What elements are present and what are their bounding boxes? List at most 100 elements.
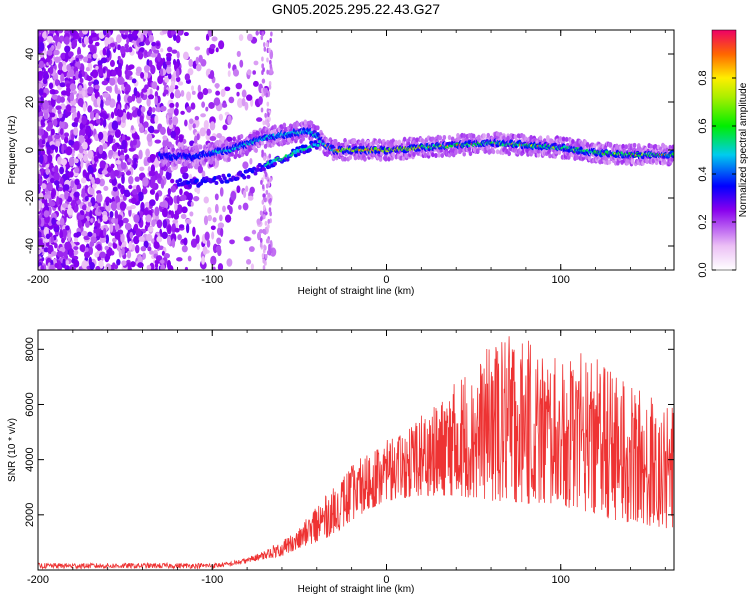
spectrogram-point <box>150 189 155 195</box>
spectrogram-point <box>61 144 64 154</box>
spectrogram-point <box>159 202 165 207</box>
spectrogram-point <box>69 157 75 167</box>
spectrogram-point <box>37 174 41 179</box>
spectrogram-point <box>188 256 192 262</box>
spectrogram-point <box>66 105 70 112</box>
spectrogram-point <box>262 253 265 258</box>
spectrogram-point <box>204 197 209 204</box>
spectrogram-point <box>424 153 428 158</box>
spectrogram-point <box>133 214 139 223</box>
spectrogram-point <box>211 225 216 230</box>
spectrogram-point <box>166 53 172 58</box>
spectrogram-point <box>78 98 84 107</box>
spectrogram-point <box>103 228 106 237</box>
spectrogram-point <box>220 228 223 237</box>
spectrogram-point <box>64 242 70 250</box>
spectrogram-point <box>249 158 252 165</box>
spectrogram-point <box>203 88 209 95</box>
spectrogram-point <box>150 89 153 96</box>
spectrogram-point <box>131 125 134 130</box>
spectrogram-point <box>252 230 256 235</box>
spectrogram-point <box>116 34 122 43</box>
spectrogram-point <box>261 150 264 155</box>
spectrogram-point <box>124 191 130 197</box>
spectrogram-point <box>147 133 153 142</box>
colorbar-tick-label: 0.2 <box>697 214 709 229</box>
spectrogram-point <box>144 84 149 89</box>
spectrogram-point <box>248 196 254 201</box>
spectrogram-point <box>145 148 150 156</box>
spectrogram-point <box>210 44 216 49</box>
spectrogram-point <box>192 227 196 237</box>
spectrogram-point <box>132 110 138 117</box>
spectrogram-point <box>83 56 88 62</box>
spectrogram-point <box>121 174 125 184</box>
spectrogram-point <box>267 219 270 224</box>
spectrogram-point <box>262 184 265 189</box>
spectrogram-point <box>266 122 269 127</box>
spectrogram-point <box>391 152 395 157</box>
spectrogram-point <box>222 206 226 213</box>
spectrogram-point <box>224 86 230 91</box>
spectrogram-xtick-label: -100 <box>201 274 223 286</box>
spectrogram-point <box>316 125 320 130</box>
spectrogram-point <box>95 42 100 46</box>
spectrogram-point <box>162 140 167 147</box>
spectrogram-point <box>111 201 117 211</box>
spectrogram-point <box>228 70 231 77</box>
spectrogram-point <box>142 177 149 187</box>
spectrogram-point <box>242 90 247 98</box>
spectrogram-point <box>593 143 597 148</box>
spectrogram-point <box>141 246 147 251</box>
spectrogram-point <box>260 180 263 185</box>
spectrogram-ytick-label: 40 <box>24 48 36 60</box>
spectrogram-point <box>149 250 154 254</box>
spectrogram-point <box>267 250 270 255</box>
spectrogram-point <box>182 245 188 252</box>
spectrogram-point <box>124 104 127 110</box>
spectrogram-point <box>203 246 208 255</box>
spectrogram-point <box>265 254 268 259</box>
spectrogram-point <box>263 229 266 234</box>
spectrogram-point <box>562 137 566 142</box>
spectrogram-point <box>98 132 103 140</box>
spectrogram-point <box>177 234 182 240</box>
spectrogram-point <box>138 51 143 59</box>
spectrogram-point <box>43 78 48 84</box>
spectrogram-point <box>225 215 231 223</box>
spectrogram-point <box>170 179 174 184</box>
spectrogram-point <box>57 109 61 114</box>
spectrogram-point <box>68 232 71 242</box>
spectrogram-point <box>251 263 254 270</box>
spectrogram-point <box>167 236 171 245</box>
spectrogram-point <box>53 35 58 41</box>
spectrogram-point <box>85 221 90 228</box>
spectrogram-point <box>189 118 194 124</box>
spectrogram-point <box>60 177 64 184</box>
spectrogram-point <box>85 126 89 136</box>
spectrogram-point <box>185 267 188 272</box>
spectrogram-point <box>82 205 87 211</box>
spectrogram-point <box>334 139 338 144</box>
spectrogram-point <box>166 61 171 65</box>
spectrogram-point <box>103 92 109 98</box>
spectrogram-point <box>36 250 42 254</box>
spectrogram-point <box>182 173 188 180</box>
spectrogram-point <box>188 184 192 188</box>
spectrogram-point <box>64 132 69 137</box>
spectrogram-point <box>121 203 126 209</box>
spectrogram-point <box>90 72 93 76</box>
spectrogram-point <box>169 118 172 125</box>
spectrogram-point <box>179 135 183 143</box>
spectrogram-point <box>57 42 61 49</box>
spectrogram-point <box>154 96 158 105</box>
spectrogram-xlabel: Height of straight line (km) <box>298 286 415 297</box>
spectrogram-point <box>157 219 162 228</box>
spectrogram-point <box>78 215 84 220</box>
spectrogram-point <box>81 116 86 125</box>
spectrogram-point <box>58 187 63 191</box>
spectrogram-point <box>246 94 252 100</box>
spectrogram-point <box>149 60 152 68</box>
spectrogram-point <box>83 155 87 162</box>
spectrogram-point <box>198 85 201 93</box>
